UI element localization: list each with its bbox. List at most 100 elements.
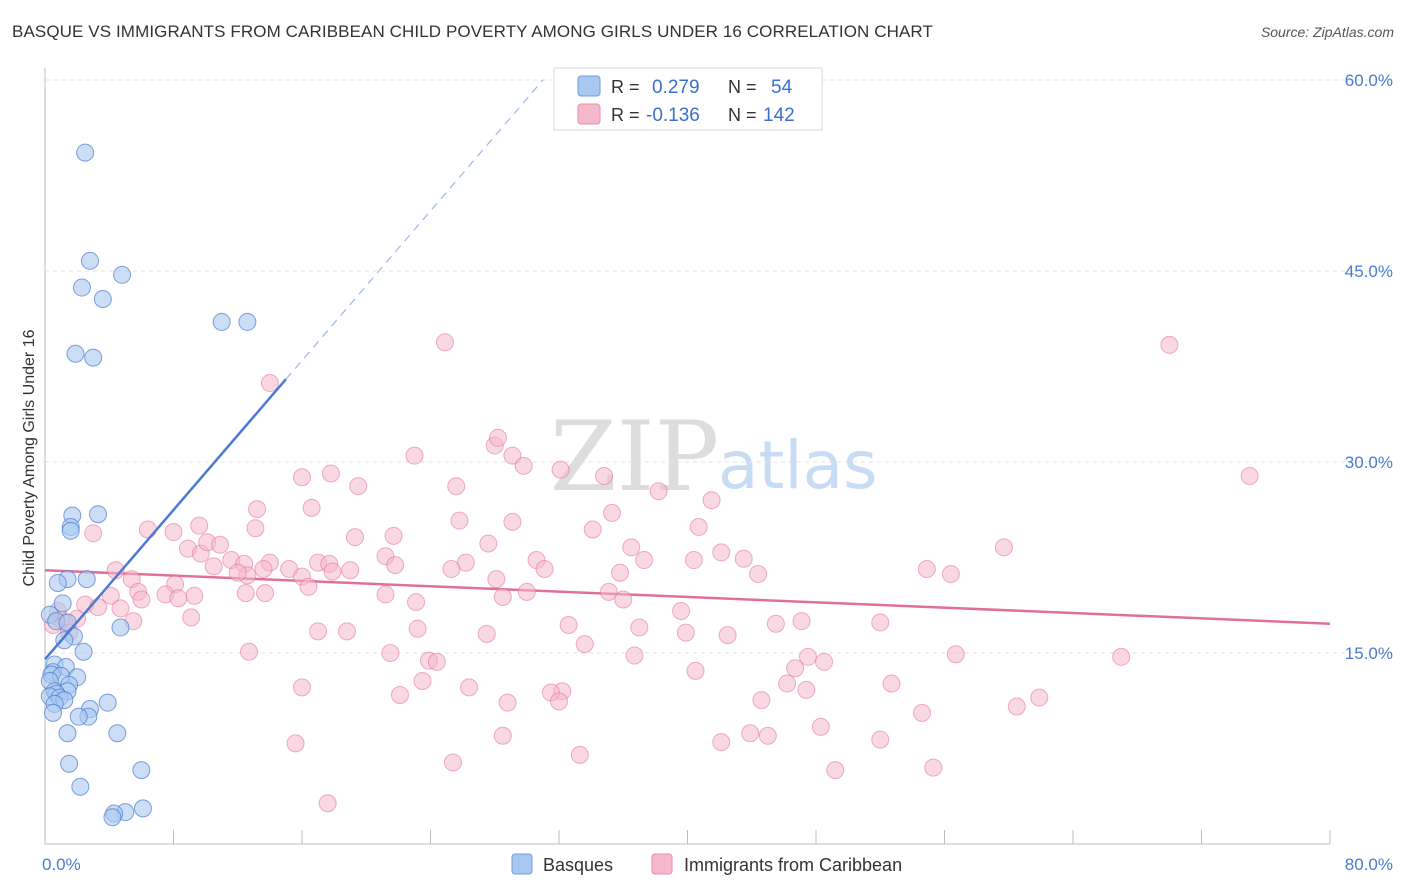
basques-point: [71, 777, 90, 796]
caribbean-point: [778, 674, 797, 693]
legend-n-label-1: N =: [728, 77, 757, 97]
caribbean-point: [256, 584, 275, 603]
caribbean-point: [946, 645, 965, 664]
caribbean-point: [443, 753, 462, 772]
caribbean-point: [917, 559, 936, 578]
basques-point: [98, 693, 117, 712]
caribbean-point: [346, 528, 365, 547]
caribbean-point: [84, 524, 103, 543]
bottom-legend-caribbean: Immigrants from Caribbean: [684, 855, 902, 875]
caribbean-point: [1160, 335, 1179, 354]
caribbean-point: [603, 503, 622, 522]
basques-point: [44, 703, 63, 722]
caribbean-point: [622, 538, 641, 557]
basques-point: [80, 251, 99, 270]
caribbean-point: [702, 491, 721, 510]
basques-point: [111, 618, 130, 637]
caribbean-point: [111, 599, 130, 618]
y-tick-labels: 15.0% 30.0% 45.0% 60.0%: [1345, 71, 1393, 663]
caribbean-point: [575, 635, 594, 654]
caribbean-point: [286, 734, 305, 753]
basques-point: [103, 808, 122, 827]
series-legend: Basques Immigrants from Caribbean: [511, 853, 902, 875]
caribbean-point: [384, 526, 403, 545]
caribbean-point: [649, 482, 668, 501]
caribbean-point: [1240, 467, 1259, 486]
caribbean-point: [826, 761, 845, 780]
bottom-legend-basques: Basques: [543, 855, 613, 875]
caribbean-point: [599, 582, 618, 601]
caribbean-point: [1112, 647, 1131, 666]
caribbean-point: [689, 517, 708, 536]
caribbean-point: [798, 647, 817, 666]
caribbean-point: [625, 646, 644, 665]
legend-r-label-1: R =: [611, 77, 640, 97]
caribbean-point: [479, 534, 498, 553]
caribbean-point: [871, 613, 890, 632]
caribbean-point: [493, 587, 512, 606]
caribbean-point: [293, 678, 311, 697]
caribbean-point: [635, 551, 654, 570]
basques-point: [132, 761, 151, 780]
caribbean-point: [228, 563, 247, 582]
caribbean-point: [1007, 697, 1026, 716]
caribbean-point: [413, 672, 432, 691]
y-axis-label: Child Poverty Among Girls Under 16: [21, 329, 38, 586]
caribbean-point: [427, 652, 446, 671]
caribbean-point: [734, 549, 753, 568]
caribbean-point: [686, 661, 705, 680]
caribbean-point: [913, 703, 932, 722]
caribbean-point: [672, 601, 691, 620]
caribbean-point: [381, 644, 400, 662]
legend-n-value-caribbean: 142: [763, 105, 795, 126]
caribbean-point: [349, 477, 368, 496]
caribbean-point: [487, 570, 506, 589]
caribbean-point: [405, 446, 424, 465]
caribbean-point: [190, 516, 209, 535]
caribbean-point: [442, 559, 461, 578]
caribbean-point: [302, 498, 321, 517]
caribbean-point: [517, 582, 536, 601]
caribbean-point: [684, 551, 703, 570]
caribbean-point: [386, 556, 405, 575]
basques-points: [40, 143, 257, 827]
caribbean-point: [570, 745, 589, 764]
caribbean-point: [811, 717, 830, 736]
caribbean-point: [132, 590, 151, 609]
x-tick-label-min: 0.0%: [42, 855, 81, 874]
caribbean-point: [614, 590, 633, 609]
caribbean-point: [718, 626, 737, 645]
caribbean-point: [376, 585, 395, 604]
caribbean-point: [766, 614, 785, 633]
y-tick-label: 30.0%: [1345, 453, 1393, 472]
caribbean-point: [503, 446, 522, 465]
source-label: Source: ZipAtlas.com: [1260, 24, 1394, 40]
legend-r-value-basques: 0.279: [652, 77, 700, 98]
caribbean-point: [712, 543, 731, 562]
caribbean-point: [712, 733, 731, 752]
caribbean-point: [559, 615, 578, 634]
basques-point: [238, 312, 257, 331]
caribbean-point: [503, 512, 522, 531]
caribbean-point: [390, 686, 409, 705]
basques-trendline: [44, 79, 544, 661]
caribbean-point: [460, 678, 479, 697]
legend-r-value-caribbean: -0.136: [646, 105, 700, 126]
caribbean-point: [182, 608, 201, 627]
caribbean-point: [1030, 688, 1049, 707]
caribbean-point: [260, 374, 279, 393]
caribbean-point: [299, 577, 318, 596]
caribbean-point: [164, 523, 183, 542]
basques-point: [212, 312, 231, 331]
basques-point: [72, 278, 91, 297]
basques-point: [113, 265, 132, 284]
caribbean-point: [248, 500, 267, 519]
caribbean-point: [994, 538, 1013, 557]
watermark-zip: ZIP: [550, 401, 719, 513]
caribbean-point: [871, 730, 890, 749]
y-tick-label: 15.0%: [1345, 644, 1393, 663]
caribbean-point: [246, 519, 265, 538]
basques-point: [76, 143, 95, 162]
caribbean-point: [337, 622, 356, 641]
